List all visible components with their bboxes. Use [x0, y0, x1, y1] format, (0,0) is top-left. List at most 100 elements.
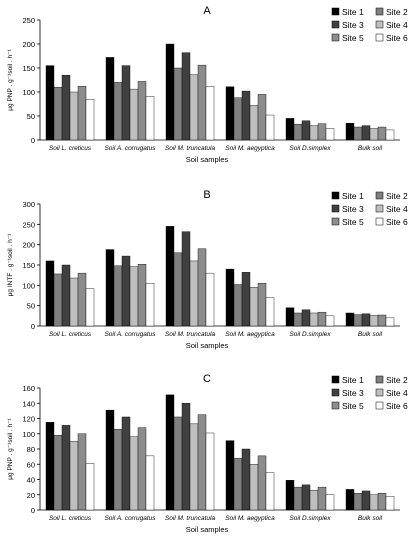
legend-swatch — [375, 33, 384, 42]
bar-site-2 — [53, 86, 63, 141]
x-tick-label: Soil M. truncatula — [165, 515, 216, 522]
bar-site-3 — [301, 120, 311, 141]
bar-site-5 — [77, 86, 87, 141]
legend-label: Site 6 — [386, 217, 408, 227]
y-tick-label: 80 — [27, 445, 35, 454]
x-tick-label: Bulk soil — [358, 145, 383, 152]
y-tick-label: 100 — [22, 88, 35, 97]
legend-swatch — [375, 204, 384, 213]
bar-site-4 — [129, 436, 139, 511]
bar-site-2 — [353, 493, 363, 511]
bar-site-4 — [189, 260, 199, 327]
bar-site-2 — [53, 435, 63, 511]
bar-site-6 — [205, 432, 215, 511]
bar-site-5 — [257, 283, 267, 327]
x-tick-label: Bulk soil — [358, 515, 383, 522]
bar-site-3 — [181, 403, 191, 511]
y-tick-label: 250 — [22, 16, 35, 25]
x-tick-label: Soil D.simplex — [289, 331, 331, 338]
bar-site-6 — [85, 98, 95, 141]
bar-site-2 — [173, 416, 183, 511]
legend-label: Site 2 — [386, 191, 408, 201]
bar-site-1 — [225, 268, 235, 327]
legend-swatch — [375, 388, 384, 397]
bar-site-1 — [225, 440, 235, 511]
bar-site-3 — [241, 272, 251, 327]
bar-site-2 — [233, 284, 243, 327]
x-axis-label: Soil samples — [186, 341, 229, 350]
bar-site-5 — [377, 493, 387, 511]
y-tick-label: 140 — [22, 399, 35, 408]
y-axis-label: μg PNP . g⁻¹soil . h⁻¹ — [7, 417, 14, 479]
bar-site-4 — [129, 266, 139, 327]
legend: Site 1 Site 2 Site 3 Site 4 Site 5 Site 6 — [331, 7, 408, 43]
bar-site-2 — [233, 97, 243, 141]
legend-label: Site 6 — [386, 401, 408, 411]
bar-site-3 — [181, 52, 191, 141]
bar-site-4 — [69, 91, 79, 141]
bar-site-2 — [173, 252, 183, 327]
bar-site-6 — [265, 472, 275, 511]
bar-site-3 — [121, 255, 131, 327]
bar-site-1 — [45, 260, 55, 327]
legend-label: Site 4 — [386, 388, 408, 398]
bar-site-4 — [249, 287, 259, 327]
legend-label: Site 4 — [386, 204, 408, 214]
bar-site-2 — [113, 265, 123, 327]
bar-site-3 — [61, 425, 71, 511]
y-tick-label: 250 — [22, 220, 35, 229]
bar-site-5 — [257, 94, 267, 141]
chart-panel-a: A 0 50 100 150 200 250 μg PNP . g⁻¹soil . h⁻¹ So… — [7, 5, 408, 164]
bar-site-4 — [309, 489, 319, 511]
bar-site-2 — [113, 82, 123, 141]
bar-site-4 — [249, 105, 259, 141]
bar-site-5 — [377, 126, 387, 141]
bar-site-6 — [385, 129, 395, 141]
y-tick-label: 150 — [22, 261, 35, 270]
bar-site-4 — [309, 125, 319, 141]
x-axis-label: Soil samples — [186, 155, 229, 164]
bar-site-2 — [173, 67, 183, 141]
legend-swatch — [331, 204, 340, 213]
bar-site-5 — [197, 248, 207, 327]
bar-site-2 — [53, 273, 63, 327]
bar-site-4 — [369, 494, 379, 511]
bar-site-6 — [145, 455, 155, 511]
x-tick-label: Soil L. creticus — [49, 331, 92, 338]
legend-swatch — [331, 191, 340, 200]
y-tick-label: 150 — [22, 64, 35, 73]
bar-site-1 — [345, 122, 355, 141]
legend-swatch — [375, 217, 384, 226]
bar-site-3 — [61, 264, 71, 327]
bar-site-3 — [121, 65, 131, 141]
bar-site-5 — [77, 272, 87, 327]
y-tick-label: 60 — [27, 460, 35, 469]
legend-swatch — [331, 33, 340, 42]
x-tick-label: Soil D.simplex — [289, 145, 331, 152]
legend-label: Site 1 — [342, 7, 364, 17]
y-tick-label: 200 — [22, 40, 35, 49]
x-tick-label: Soil M. truncatula — [165, 145, 216, 152]
x-tick-label: Soil M. aegyptica — [225, 515, 275, 522]
bar-site-2 — [293, 312, 303, 327]
bar-site-1 — [105, 409, 115, 511]
legend-swatch — [331, 7, 340, 16]
bar-site-1 — [165, 43, 175, 141]
chart-title: B — [203, 189, 210, 201]
chart-title: A — [203, 5, 211, 17]
bar-site-6 — [85, 463, 95, 511]
y-tick-label: 0 — [31, 322, 35, 331]
chart-panel-b: B 0 50 100 150 200 250 300 μg INTF . g⁻¹soil . h… — [7, 189, 408, 350]
bar-site-1 — [285, 118, 295, 141]
bar-site-4 — [369, 128, 379, 141]
bar-site-6 — [265, 297, 275, 327]
bar-site-4 — [69, 441, 79, 511]
bar-site-6 — [325, 494, 335, 511]
chart-panel-c: C 0 20 40 60 80 100 120 140 160 μg PNP . g⁻¹soil .… — [7, 373, 408, 534]
x-tick-label: Soil D.simplex — [289, 515, 331, 522]
bar-site-1 — [345, 312, 355, 327]
bar-site-4 — [69, 277, 79, 327]
bar-site-3 — [361, 313, 371, 327]
bar-site-3 — [121, 416, 131, 511]
legend-swatch — [331, 20, 340, 29]
